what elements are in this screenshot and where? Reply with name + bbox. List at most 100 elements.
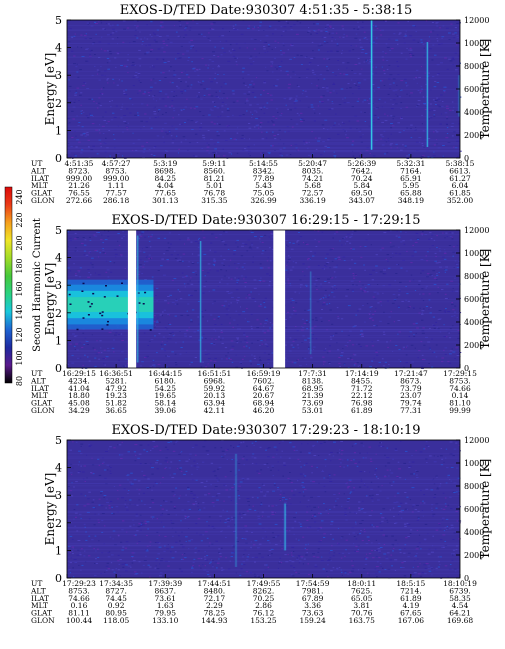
noise-speck <box>120 117 123 119</box>
noise-speck <box>341 121 343 123</box>
noise-speck <box>90 262 92 264</box>
noise-speck <box>365 543 369 544</box>
noise-speck <box>171 125 174 127</box>
noise-speck <box>294 521 297 523</box>
noise-speck <box>268 236 270 238</box>
noise-speck <box>308 63 310 65</box>
noise-speck <box>452 33 455 35</box>
noise-speck <box>232 25 235 27</box>
noise-speck <box>417 510 420 512</box>
noise-speck <box>152 98 155 100</box>
noise-speck <box>391 302 395 304</box>
noise-speck <box>421 354 424 356</box>
noise-speck <box>222 148 224 150</box>
noise-speck <box>71 37 74 39</box>
noise-speck <box>435 567 438 569</box>
noise-speck <box>76 115 78 117</box>
noise-speck <box>232 93 235 95</box>
ephemeris-value: 21.39 <box>302 391 324 400</box>
noise-speck <box>145 550 149 552</box>
noise-speck <box>385 20 387 22</box>
noise-speck <box>381 358 384 360</box>
noise-speck <box>372 25 374 27</box>
noise-speck <box>122 235 126 237</box>
noise-speck <box>408 306 411 308</box>
noise-speck <box>433 283 437 285</box>
noise-speck <box>72 467 74 469</box>
noise-speck <box>94 357 97 359</box>
noise-speck <box>98 520 100 522</box>
noise-speck <box>178 460 181 462</box>
noise-speck <box>310 465 313 467</box>
noise-speck <box>235 139 237 141</box>
noise-band <box>67 510 460 512</box>
noise-speck <box>128 490 130 491</box>
ephemeris-value: 5.84 <box>353 181 370 190</box>
noise-speck <box>354 115 358 117</box>
noise-speck <box>442 155 444 157</box>
noise-speck <box>388 316 391 318</box>
noise-speck <box>340 569 342 571</box>
noise-speck <box>138 453 142 455</box>
noise-speck <box>145 257 148 258</box>
noise-speck <box>236 279 240 281</box>
noise-speck <box>104 252 106 254</box>
noise-speck <box>134 114 138 116</box>
noise-speck <box>313 30 317 32</box>
noise-speck <box>427 72 430 74</box>
noise-speck <box>156 518 158 520</box>
noise-speck <box>317 265 320 266</box>
noise-speck <box>96 232 99 233</box>
noise-speck <box>127 565 131 567</box>
noise-speck <box>302 563 304 565</box>
noise-speck <box>402 346 405 348</box>
noise-speck <box>284 501 287 503</box>
noise-speck <box>417 357 419 359</box>
noise-speck <box>444 298 448 299</box>
noise-speck <box>374 473 376 475</box>
noise-speck <box>339 466 342 467</box>
noise-speck <box>211 543 214 545</box>
noise-speck <box>296 20 299 22</box>
noise-speck <box>429 232 432 234</box>
streak <box>137 235 139 363</box>
noise-speck <box>306 328 309 330</box>
noise-speck <box>91 98 94 100</box>
noise-speck <box>353 353 355 355</box>
noise-speck <box>149 246 152 248</box>
noise-speck <box>319 298 321 300</box>
noise-speck <box>317 496 321 497</box>
noise-speck <box>336 568 339 570</box>
noise-speck <box>420 156 424 157</box>
noise-speck <box>452 351 456 353</box>
noise-speck <box>167 441 170 443</box>
noise-speck <box>371 341 373 343</box>
noise-band <box>67 147 460 148</box>
noise-speck <box>399 281 402 283</box>
noise-speck <box>139 522 143 524</box>
noise-speck <box>84 481 86 482</box>
noise-speck <box>305 462 308 464</box>
noise-speck <box>220 269 223 271</box>
noise-speck <box>141 361 144 363</box>
noise-speck <box>369 59 373 60</box>
noise-band <box>67 490 460 492</box>
noise-speck <box>426 276 429 278</box>
noise-speck <box>431 510 433 512</box>
noise-speck <box>281 440 284 442</box>
noise-speck <box>149 507 152 508</box>
noise-speck <box>407 556 410 558</box>
noise-speck <box>411 455 413 456</box>
noise-speck <box>328 363 331 365</box>
noise-speck <box>164 460 168 462</box>
noise-speck <box>434 101 437 103</box>
noise-speck <box>84 38 87 40</box>
noise-speck <box>148 44 151 46</box>
noise-speck <box>150 339 154 340</box>
noise-band <box>67 280 460 281</box>
noise-speck <box>164 77 167 78</box>
noise-speck <box>333 285 336 287</box>
noise-speck <box>205 366 208 368</box>
noise-speck <box>398 235 400 237</box>
noise-speck <box>85 254 89 256</box>
